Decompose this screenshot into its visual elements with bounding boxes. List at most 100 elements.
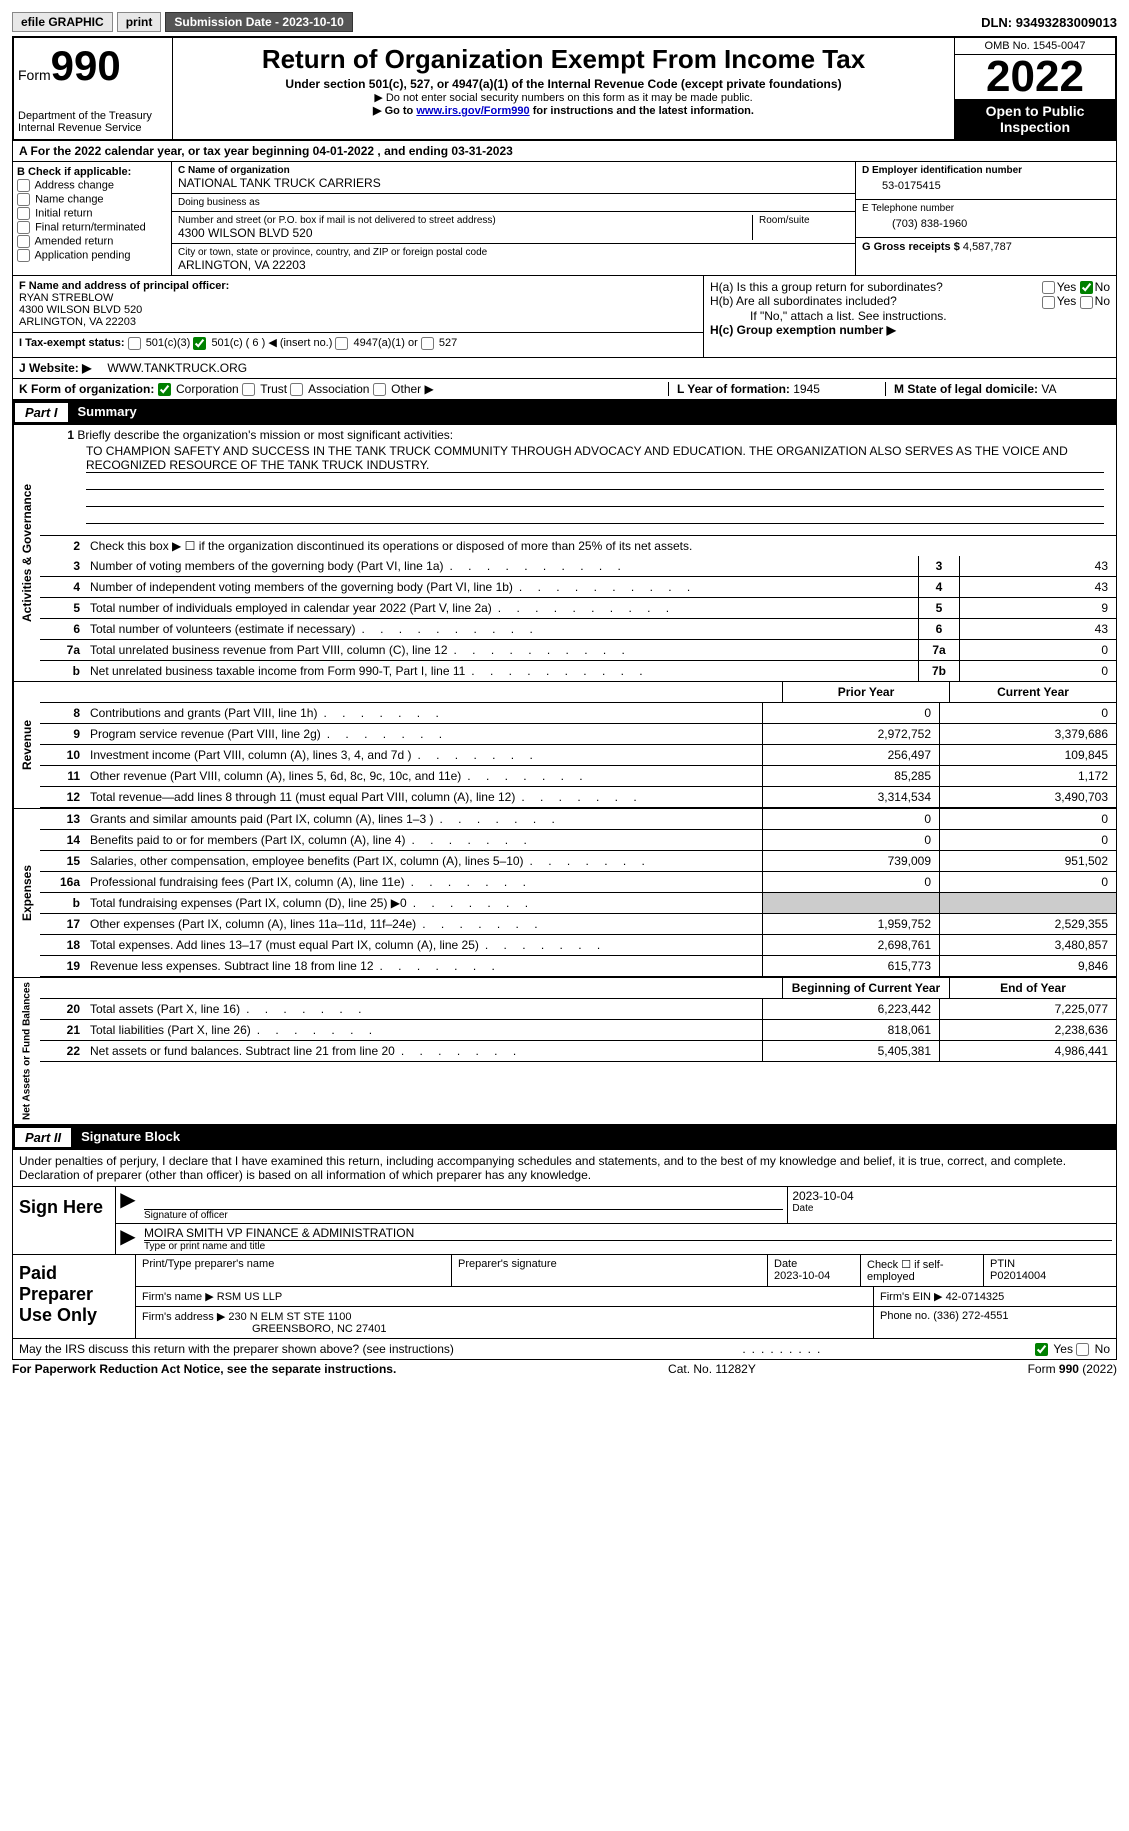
form-header: Form990 Department of the Treasury Inter… [12,36,1117,141]
footer: For Paperwork Reduction Act Notice, see … [12,1360,1117,1378]
form-subtitle: Under section 501(c), 527, or 4947(a)(1)… [181,77,946,91]
chk-address[interactable]: Address change [17,179,167,192]
discuss-no[interactable] [1076,1343,1089,1356]
firm-ein: 42-0714325 [946,1291,1005,1303]
g-label: G Gross receipts $ [862,241,963,253]
chk-501c[interactable] [193,337,206,350]
line-a: A For the 2022 calendar year, or tax yea… [12,141,1117,162]
hb-note: If "No," attach a list. See instructions… [710,309,1110,323]
line-j: J Website: ▶ WWW.TANKTRUCK.ORG [12,358,1117,379]
sign-here-label: Sign Here [13,1187,116,1254]
f-addr1: 4300 WILSON BLVD 520 [19,304,697,316]
data-row: 14 Benefits paid to or for members (Part… [40,830,1116,851]
data-row: 13 Grants and similar amounts paid (Part… [40,809,1116,830]
rev-header: Prior Year Current Year [40,682,1116,703]
boy-label: Beginning of Current Year [782,978,949,998]
hb-no[interactable] [1080,296,1093,309]
revenue-rows: 8 Contributions and grants (Part VIII, l… [40,703,1116,808]
header-left: Form990 Department of the Treasury Inter… [14,38,173,139]
data-row: 11 Other revenue (Part VIII, column (A),… [40,766,1116,787]
l-value: 1945 [793,382,820,396]
c-street-label: Number and street (or P.O. box if mail i… [178,215,752,226]
chk-name[interactable]: Name change [17,193,167,206]
efile-badge: efile GRAPHIC [12,12,113,32]
hc-label: H(c) Group exemption number ▶ [710,323,1110,337]
chk-4947[interactable] [335,337,348,350]
chk-other[interactable] [373,383,386,396]
chk-final[interactable]: Final return/terminated [17,221,167,234]
form-title: Return of Organization Exempt From Incom… [181,44,946,75]
e-value: (703) 838-1960 [862,214,1110,234]
irs-link[interactable]: www.irs.gov/Form990 [416,105,529,117]
data-row: 12 Total revenue—add lines 8 through 11 … [40,787,1116,808]
type-name-label: Type or print name and title [144,1241,1112,1252]
line2-text: Check this box ▶ ☐ if the organization d… [90,539,692,553]
subdate-label: Submission Date - [174,15,282,29]
net-rows: 20 Total assets (Part X, line 16). . . .… [40,999,1116,1062]
m-value: VA [1041,382,1056,396]
submission-date: Submission Date - 2023-10-10 [165,12,352,32]
tax-year: 2022 [955,55,1115,99]
h2: Preparer's signature [452,1255,768,1286]
arrow-icon: ▶ [116,1187,140,1223]
h1: Print/Type preparer's name [136,1255,452,1286]
print-button[interactable]: print [117,12,162,32]
section-netassets: Net Assets or Fund Balances Beginning of… [12,978,1117,1125]
data-row: 20 Total assets (Part X, line 16). . . .… [40,999,1116,1020]
chk-trust[interactable] [242,383,255,396]
f-label: F Name and address of principal officer: [19,280,697,292]
current-year-label: Current Year [949,682,1116,702]
chk-pending[interactable]: Application pending [17,249,167,262]
paid-preparer: Paid Preparer Use Only Print/Type prepar… [12,1255,1117,1339]
ptin: P02014004 [990,1270,1046,1282]
data-row: 16a Professional fundraising fees (Part … [40,872,1116,893]
section-revenue: Revenue Prior Year Current Year 8 Contri… [12,682,1117,809]
sig-name-title: MOIRA SMITH VP FINANCE & ADMINISTRATION [144,1226,1112,1241]
sig-officer-label: Signature of officer [144,1210,783,1221]
firm-addr1: 230 N ELM ST STE 1100 [228,1311,351,1323]
side-gov: Activities & Governance [13,425,40,681]
sig-date-label: Date [792,1203,1112,1214]
data-row: 17 Other expenses (Part IX, column (A), … [40,914,1116,935]
j-value: WWW.TANKTRUCK.ORG [107,361,255,375]
top-bar: efile GRAPHIC print Submission Date - 20… [12,12,1117,32]
k-label: K Form of organization: [19,382,154,396]
chk-assoc[interactable] [290,383,303,396]
gov-row: b Net unrelated business taxable income … [40,661,1116,681]
discuss-row: May the IRS discuss this return with the… [12,1339,1117,1360]
sig-date-value: 2023-10-04 [792,1189,1112,1203]
discuss-q: May the IRS discuss this return with the… [19,1342,736,1356]
i-label: I Tax-exempt status: [19,337,125,349]
section-governance: Activities & Governance 1 Briefly descri… [12,425,1117,682]
d-label: D Employer identification number [862,165,1110,176]
data-row: 10 Investment income (Part VIII, column … [40,745,1116,766]
gov-row: 6 Total number of volunteers (estimate i… [40,619,1116,640]
note-ssn: ▶ Do not enter social security numbers o… [181,91,946,104]
chk-initial[interactable]: Initial return [17,207,167,220]
pra-notice: For Paperwork Reduction Act Notice, see … [12,1362,396,1376]
paid-prep-label: Paid Preparer Use Only [13,1255,136,1338]
ha-no[interactable] [1080,281,1093,294]
g-value: 4,587,787 [963,241,1012,253]
expense-rows: 13 Grants and similar amounts paid (Part… [40,809,1116,977]
chk-amended[interactable]: Amended return [17,235,167,248]
firm-addr2: GREENSBORO, NC 27401 [142,1323,387,1335]
note-link: ▶ Go to www.irs.gov/Form990 for instruct… [181,104,946,117]
chk-527[interactable] [421,337,434,350]
gov-row: 7a Total unrelated business revenue from… [40,640,1116,661]
f-name: RYAN STREBLOW [19,292,697,304]
eoy-label: End of Year [949,978,1116,998]
side-exp: Expenses [13,809,40,977]
discuss-yes[interactable] [1035,1343,1048,1356]
c-dba-label: Doing business as [178,197,849,208]
header-right: OMB No. 1545-0047 2022 Open to Public In… [954,38,1115,139]
hb-yes[interactable] [1042,296,1055,309]
f-addr2: ARLINGTON, VA 22203 [19,316,697,328]
ha-yes[interactable] [1042,281,1055,294]
chk-501c3[interactable] [128,337,141,350]
col-deg: D Employer identification number 53-0175… [855,162,1116,275]
side-rev: Revenue [13,682,40,808]
chk-corp[interactable] [158,383,171,396]
section-expenses: Expenses 13 Grants and similar amounts p… [12,809,1117,978]
cat-no: Cat. No. 11282Y [668,1362,756,1376]
